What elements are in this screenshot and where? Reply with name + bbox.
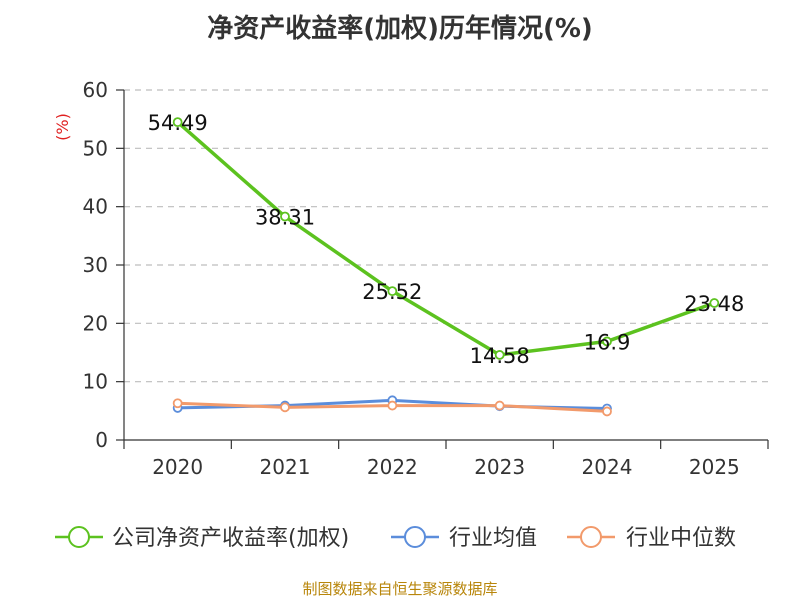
y-tick-label: 40 bbox=[83, 195, 108, 219]
data-point bbox=[172, 117, 183, 128]
legend-marker bbox=[580, 526, 602, 548]
gridlines bbox=[124, 89, 768, 383]
source-note: 制图数据来自恒生聚源数据库 bbox=[302, 580, 498, 598]
data-point bbox=[387, 400, 398, 411]
x-tick-label: 2022 bbox=[367, 455, 418, 479]
data-label: 14.58 bbox=[470, 344, 530, 368]
x-tick-label: 2021 bbox=[260, 455, 311, 479]
series-lines bbox=[172, 117, 720, 417]
legend-marker bbox=[68, 526, 90, 548]
y-axis-unit-label: (%) bbox=[53, 113, 72, 141]
y-tick-label: 50 bbox=[83, 136, 108, 160]
y-tick-label: 20 bbox=[83, 311, 108, 335]
y-tick-label: 60 bbox=[83, 78, 108, 102]
legend-label: 公司净资产收益率(加权) bbox=[112, 526, 349, 551]
data-point bbox=[387, 286, 398, 297]
y-tick-label: 10 bbox=[83, 370, 108, 394]
x-tick-label: 2023 bbox=[474, 455, 525, 479]
x-tick-label: 2024 bbox=[582, 455, 633, 479]
series-line bbox=[176, 120, 715, 357]
data-point bbox=[602, 336, 612, 347]
legend-label: 行业中位数 bbox=[626, 526, 736, 551]
data-point bbox=[494, 400, 505, 411]
data-label: 38.31 bbox=[255, 206, 315, 230]
legend-marker bbox=[404, 526, 426, 548]
x-tick-label: 2020 bbox=[152, 455, 203, 479]
x-tick-label: 2025 bbox=[689, 455, 740, 479]
y-tick-label: 30 bbox=[83, 253, 108, 277]
axes: 0 10 20 30 40 50 60 2020 2021 2022 2023 2024 2025 bbox=[83, 78, 769, 479]
y-tick-label: 0 bbox=[95, 428, 108, 452]
data-point bbox=[709, 298, 720, 308]
data-label: 54.49 bbox=[148, 111, 208, 135]
legend: 公司净资产收益率(加权) 行业均值 行业中位数 bbox=[55, 526, 736, 551]
data-point bbox=[172, 398, 183, 409]
data-labels: 54.49 38.31 25.52 14.58 16.9 23.48 bbox=[148, 111, 745, 368]
data-point bbox=[602, 406, 612, 417]
chart-title: 净资产收益率(加权)历年情况(%) bbox=[207, 14, 593, 44]
data-point bbox=[280, 211, 290, 222]
legend-label: 行业均值 bbox=[449, 526, 537, 551]
data-point bbox=[280, 402, 290, 413]
data-label: 25.52 bbox=[362, 280, 422, 304]
data-label: 16.9 bbox=[584, 330, 631, 354]
data-label: 23.48 bbox=[684, 292, 744, 316]
data-point bbox=[494, 350, 505, 360]
